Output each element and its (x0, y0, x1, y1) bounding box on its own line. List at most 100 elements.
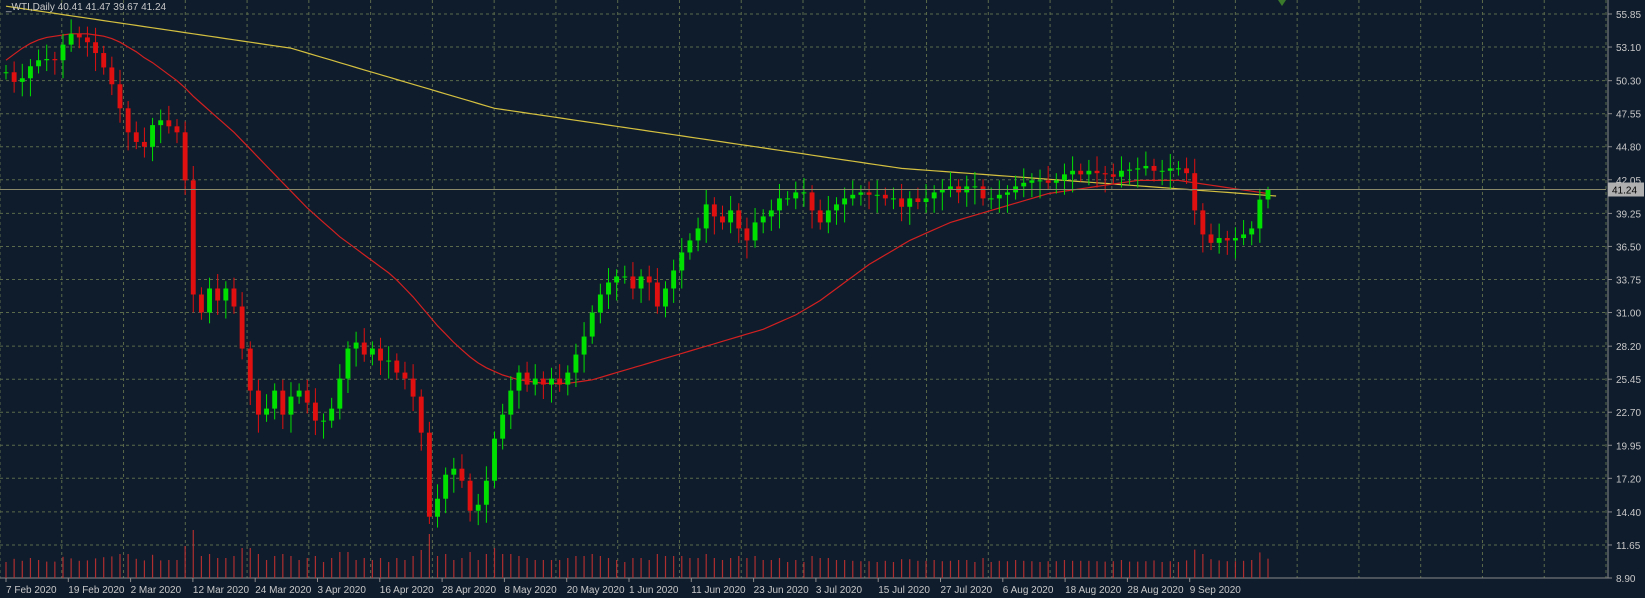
candle-body (809, 192, 815, 211)
x-tick-label: 19 Feb 2020 (68, 585, 125, 596)
candle-body (426, 432, 432, 517)
candle-body (736, 210, 742, 229)
candle-body (272, 390, 278, 409)
candle-body (1257, 199, 1263, 229)
x-tick-label: 23 Jun 2020 (754, 585, 809, 596)
plot-area (0, 0, 1606, 584)
candle-body (231, 288, 237, 307)
candle-body (858, 192, 864, 195)
candle-body (1127, 169, 1133, 171)
candle-body (1005, 192, 1010, 195)
candle-body (622, 276, 628, 278)
x-tick-label: 18 Aug 2020 (1065, 585, 1122, 596)
y-tick-label: 14.40 (1616, 508, 1641, 519)
candle-body (711, 204, 717, 217)
candle-body (296, 390, 302, 397)
y-tick-label: 36.50 (1616, 242, 1641, 253)
candle-body (410, 378, 416, 397)
candle-body (27, 66, 33, 79)
candle-body (516, 372, 522, 391)
signal-marker-icon (1278, 0, 1286, 6)
candle-body (899, 198, 905, 207)
candle-body (508, 390, 514, 415)
y-tick-label: 17.20 (1616, 474, 1641, 485)
y-tick-label: 22.70 (1616, 408, 1641, 419)
candle-body (1086, 170, 1092, 175)
x-tick-label: 28 Aug 2020 (1127, 585, 1184, 596)
candle-body (1062, 174, 1067, 181)
x-tick-label: 7 Feb 2020 (6, 585, 57, 596)
y-tick-label: 53.10 (1616, 43, 1641, 54)
candle-body (1053, 180, 1059, 183)
candle-body (948, 186, 953, 190)
y-tick-label: 33.75 (1616, 275, 1641, 286)
candle-body (801, 192, 807, 194)
candle-body (549, 378, 554, 385)
candle-body (777, 198, 782, 211)
candle-body (752, 222, 758, 241)
candle-body (972, 186, 978, 188)
candle-body (980, 186, 986, 199)
x-tick-label: 3 Apr 2020 (318, 585, 367, 596)
candle-body (768, 210, 774, 217)
candle-body (247, 348, 253, 391)
candle-body (1029, 180, 1035, 183)
candle-body (1102, 173, 1108, 175)
y-tick-label: 28.20 (1616, 342, 1641, 353)
candle-body (1159, 170, 1165, 172)
candle-body (117, 84, 123, 109)
y-tick-label: 55.85 (1616, 10, 1641, 21)
candle-body (378, 348, 383, 361)
candle-body (158, 120, 164, 126)
candle-body (1037, 180, 1043, 182)
candle-body (255, 390, 261, 415)
candle-body (817, 210, 823, 223)
y-tick-label: 42.05 (1616, 176, 1641, 187)
candle-body (93, 42, 99, 54)
candle-body (125, 108, 131, 133)
x-tick-label: 6 Aug 2020 (1003, 585, 1054, 596)
candle-body (11, 72, 17, 82)
candle-body (3, 72, 9, 74)
candle-body (565, 372, 571, 385)
candle-body (1224, 238, 1230, 241)
candle-body (369, 348, 375, 355)
candle-body (166, 120, 172, 127)
candle-body (1200, 210, 1206, 235)
candle-body (44, 59, 50, 61)
candle-body (988, 198, 994, 200)
candle-body (133, 132, 139, 142)
candle-body (915, 198, 921, 202)
candle-body (891, 198, 896, 200)
candle-body (1184, 168, 1190, 174)
candle-body (1045, 180, 1051, 183)
candle-body (679, 252, 685, 271)
candle-body (793, 192, 799, 199)
candle-body (1249, 228, 1255, 235)
moving-average-fast-line (5, 33, 1269, 384)
candle-body (1175, 168, 1181, 170)
candle-body (337, 378, 343, 409)
candle-body (606, 282, 611, 295)
x-tick-label: 24 Mar 2020 (255, 585, 312, 596)
y-tick-label: 19.95 (1616, 441, 1641, 452)
y-tick-label: 31.00 (1616, 309, 1641, 320)
x-tick-label: 15 Jul 2020 (878, 585, 930, 596)
candle-body (182, 132, 188, 181)
candle-body (532, 378, 538, 385)
candle-body (744, 228, 750, 241)
candle-body (264, 408, 269, 415)
candle-body (931, 192, 937, 199)
candle-body (304, 390, 310, 403)
candle-body (663, 288, 668, 307)
candle-body (939, 189, 945, 193)
y-tick-label: 8.90 (1616, 574, 1636, 585)
candle-body (215, 288, 221, 301)
candle-body (1094, 170, 1100, 174)
candle-body (435, 498, 440, 517)
x-tick-label: 2 Mar 2020 (131, 585, 182, 596)
candle-body (223, 288, 229, 301)
candle-body (345, 348, 351, 379)
